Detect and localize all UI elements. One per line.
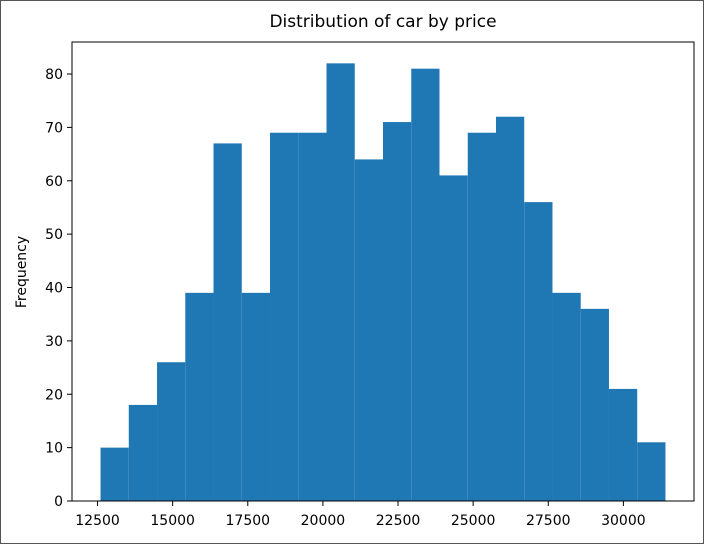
plot-area-border <box>71 41 695 502</box>
y-tick-label: 10 <box>45 441 63 457</box>
x-tick-label: 27500 <box>526 513 571 529</box>
x-tick-label: 25000 <box>451 513 496 529</box>
x-tick-label: 12500 <box>75 513 120 529</box>
histogram-bar-10 <box>354 159 383 501</box>
x-tick-label: 15000 <box>150 513 195 529</box>
histogram-bar-17 <box>552 292 581 501</box>
y-tick-label: 60 <box>45 174 63 190</box>
histogram-bar-13 <box>439 175 468 501</box>
y-tick-label: 40 <box>45 281 63 297</box>
x-tick-label: 30000 <box>601 513 646 529</box>
y-tick-label: 0 <box>54 494 63 510</box>
x-axis: 12500 15000 17500 20000 22500 25000 27500 30000 <box>75 501 646 529</box>
histogram-bar-5 <box>213 143 242 501</box>
histogram-bar-11 <box>383 122 412 501</box>
histogram-bar-18 <box>580 308 609 501</box>
histogram-bar-16 <box>524 202 553 501</box>
histogram-bar-1 <box>100 447 129 501</box>
y-tick-label: 20 <box>45 387 63 403</box>
bars-group <box>100 63 666 502</box>
histogram-bar-15 <box>495 116 525 501</box>
y-tick-label: 70 <box>45 120 63 136</box>
histogram-bar-12 <box>411 68 440 502</box>
x-tick-label: 17500 <box>226 513 271 529</box>
y-tick-label: 30 <box>45 334 63 350</box>
histogram-bar-9 <box>326 63 355 501</box>
chart-title: Distribution of car by price <box>269 12 496 32</box>
histogram-bar-14 <box>467 132 496 502</box>
histogram-bar-20 <box>637 442 666 501</box>
histogram-bar-8 <box>298 132 327 502</box>
histogram-bar-4 <box>185 292 214 501</box>
y-axis-label: Frequency <box>14 236 30 308</box>
y-tick-label: 50 <box>45 227 63 243</box>
histogram-bar-19 <box>608 388 638 501</box>
histogram-bar-6 <box>241 292 271 501</box>
x-tick-label: 22500 <box>376 513 421 529</box>
x-tick-label: 20000 <box>301 513 346 529</box>
y-tick-label: 80 <box>45 67 63 83</box>
histogram-bar-2 <box>128 404 158 501</box>
y-axis: 0 10 20 30 40 50 60 70 80 <box>45 67 72 510</box>
histogram-bar-3 <box>157 362 186 501</box>
histogram-bar-7 <box>270 132 299 502</box>
